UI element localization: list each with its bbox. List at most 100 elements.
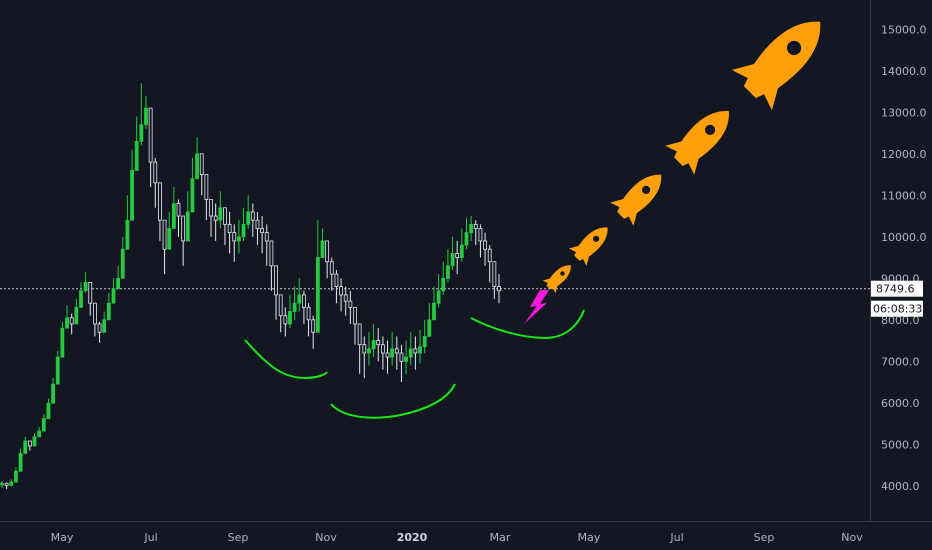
candle: [46, 398, 51, 419]
candle-body: [459, 244, 464, 258]
candle-body: [413, 348, 418, 354]
candle-body: [158, 182, 162, 221]
candle-body: [399, 352, 404, 362]
candle-body: [116, 277, 121, 290]
candle-body: [176, 203, 181, 217]
candle-body: [404, 356, 409, 362]
candle-body: [185, 211, 190, 242]
candle-body: [41, 418, 46, 432]
candle-body: [297, 294, 302, 304]
candle: [88, 282, 93, 316]
candle-body: [380, 344, 385, 354]
candle: [478, 224, 483, 258]
candle-body: [348, 300, 353, 308]
candle: [125, 195, 130, 250]
candle: [176, 199, 181, 237]
candle-body: [367, 348, 371, 354]
candle-body: [329, 261, 334, 275]
candle: [14, 467, 18, 483]
candle-body: [60, 327, 65, 358]
candle-body: [9, 481, 14, 486]
x-tick-label: Nov: [841, 531, 863, 544]
candle: [376, 328, 381, 362]
candle-body: [232, 232, 237, 242]
candle-body: [18, 453, 23, 472]
candle: [497, 274, 501, 304]
candle: [441, 261, 446, 295]
candle-body: [148, 107, 153, 163]
candle: [436, 274, 441, 308]
candle-body: [218, 207, 223, 221]
candle-body: [171, 203, 176, 229]
candle-body: [162, 219, 167, 250]
candle-body: [106, 302, 111, 321]
candle: [241, 207, 246, 241]
candle-body: [274, 265, 278, 296]
candle: [418, 330, 422, 364]
candle: [278, 294, 283, 333]
candle-body: [343, 294, 348, 302]
candle: [102, 311, 107, 333]
candle: [223, 207, 227, 246]
candle: [334, 270, 339, 304]
candle: [236, 220, 241, 254]
candle: [181, 215, 186, 266]
candle: [320, 228, 325, 258]
candle: [250, 203, 255, 237]
candle-body: [92, 302, 97, 325]
candle: [329, 257, 334, 291]
candle-body: [88, 282, 93, 304]
lightning-bolt-icon: [524, 290, 549, 324]
candle: [111, 278, 116, 304]
candle: [134, 116, 139, 171]
candle-body: [260, 228, 265, 234]
candle: [130, 149, 134, 221]
candle: [218, 191, 223, 229]
candle: [83, 272, 88, 293]
candle: [144, 95, 148, 129]
y-tick-label: 13000.0: [881, 106, 927, 119]
x-tick-label: Jul: [143, 531, 157, 544]
candle: [116, 265, 121, 290]
candle: [148, 107, 153, 187]
candle-body: [190, 178, 195, 213]
x-tick-label: Sep: [754, 531, 775, 544]
candle: [209, 199, 213, 237]
candle: [92, 302, 97, 337]
y-tick-label: 12000.0: [881, 148, 927, 161]
candle: [158, 182, 162, 241]
candle-body: [102, 319, 107, 333]
candle-body: [436, 290, 441, 304]
candle-body: [236, 236, 241, 242]
candle: [343, 286, 348, 316]
candle: [483, 232, 487, 266]
candle: [60, 321, 65, 358]
candle: [4, 482, 9, 490]
candle: [185, 191, 190, 242]
candle: [199, 153, 204, 196]
candle-body: [46, 402, 51, 419]
candle-body: [362, 344, 367, 354]
candle-body: [144, 107, 148, 126]
candle-body: [204, 174, 209, 200]
candle-body: [37, 430, 42, 438]
candle: [362, 336, 367, 378]
candle: [413, 336, 418, 370]
candle: [195, 137, 199, 180]
candle-body: [55, 356, 60, 385]
candle: [357, 323, 362, 374]
candle: [106, 292, 111, 321]
candle-body: [288, 311, 292, 325]
candle-body: [227, 223, 232, 234]
candle: [74, 299, 79, 325]
candle: [487, 245, 492, 283]
candle: [302, 290, 306, 324]
candle: [446, 249, 450, 283]
candle-body: [97, 323, 102, 333]
candle: [464, 218, 469, 250]
candle-body: [497, 286, 501, 292]
candle: [51, 377, 55, 404]
candle: [255, 211, 260, 246]
candle: [367, 332, 371, 366]
